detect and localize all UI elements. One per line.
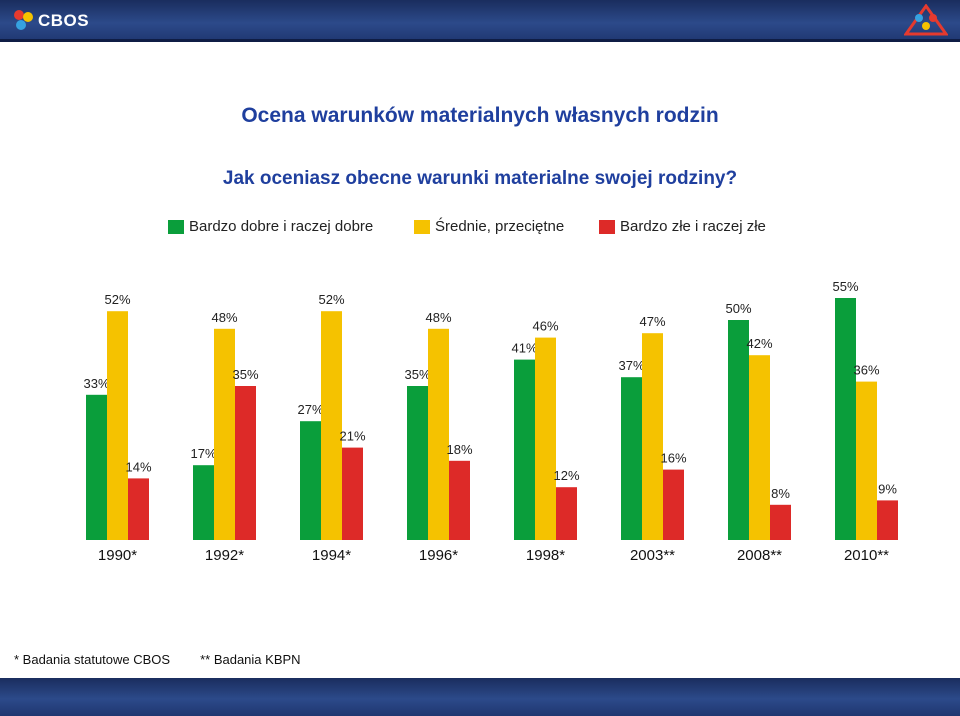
bar-good-1990 xyxy=(86,394,107,540)
bar-average-1992 xyxy=(214,328,235,540)
cbos-logo: CBOS xyxy=(12,5,89,37)
bar-average-2003 xyxy=(642,333,663,540)
data-label-good-2008: 50% xyxy=(725,301,751,316)
data-label-good-1990: 33% xyxy=(83,376,109,391)
data-label-good-1992: 17% xyxy=(190,446,216,461)
bar-average-1998 xyxy=(535,337,556,540)
cbos-logo-icon xyxy=(12,8,34,34)
data-label-bad-2003: 16% xyxy=(660,451,686,466)
data-label-average-1996: 48% xyxy=(425,310,451,325)
bar-good-1994 xyxy=(300,421,321,540)
bar-bad-1996 xyxy=(449,460,470,540)
category-label-1998: 1998* xyxy=(526,547,565,564)
data-label-bad-1996: 18% xyxy=(446,442,472,457)
bar-average-2008 xyxy=(749,355,770,540)
bar-good-1992 xyxy=(193,465,214,540)
footnotes: * Badania statutowe CBOS ** Badania KBPN xyxy=(14,652,301,667)
category-label-2008: 2008** xyxy=(737,547,782,564)
data-label-bad-1994: 21% xyxy=(339,429,365,444)
footer-bar xyxy=(0,678,960,716)
bar-average-1996 xyxy=(428,328,449,540)
bar-bad-1990 xyxy=(128,478,149,540)
bar-bad-2003 xyxy=(663,469,684,540)
footnote-cbos: * Badania statutowe CBOS xyxy=(14,652,171,667)
legend-label-good: Bardzo dobre i raczej dobre xyxy=(189,218,374,235)
data-label-average-1994: 52% xyxy=(318,292,344,307)
bar-chart: 33% 52% 14% 1990* 17% 48% 35% 1992* 27% 52% 21% 199… xyxy=(83,279,898,564)
bar-bad-2010 xyxy=(877,500,898,540)
bar-good-1996 xyxy=(407,386,428,540)
legend-label-average: Średnie, przeciętne xyxy=(435,218,565,235)
data-label-good-1996: 35% xyxy=(404,367,430,382)
data-label-average-1990: 52% xyxy=(104,292,130,307)
bar-good-2008 xyxy=(728,320,749,540)
bar-good-2003 xyxy=(621,377,642,540)
legend-item-good: Bardzo dobre i raczej dobre xyxy=(168,218,373,235)
bar-bad-1994 xyxy=(342,447,363,540)
legend-item-bad: Bardzo złe i raczej złe xyxy=(599,218,766,235)
chart-subtitle: Jak oceniasz obecne warunki materialne s… xyxy=(222,168,738,189)
data-label-bad-2008: 8% xyxy=(771,486,790,501)
data-label-good-1998: 41% xyxy=(511,341,537,356)
bar-good-2010 xyxy=(835,298,856,540)
legend: Bardzo dobre i raczej dobre Średnie, prz… xyxy=(0,218,960,238)
data-label-good-2003: 37% xyxy=(618,358,644,373)
bar-bad-1992 xyxy=(235,386,256,540)
category-label-2003: 2003** xyxy=(630,547,675,564)
footnote-kbpn: ** Badania KBPN xyxy=(200,652,301,667)
chart-title: Ocena warunków materialnych własnych rod… xyxy=(241,104,719,127)
data-label-average-1998: 46% xyxy=(532,319,558,334)
legend-label-bad: Bardzo złe i raczej złe xyxy=(620,218,766,235)
bar-average-2010 xyxy=(856,381,877,540)
data-label-good-2010: 55% xyxy=(832,279,858,294)
bar-good-1998 xyxy=(514,359,535,540)
bar-average-1994 xyxy=(321,311,342,540)
category-label-1996: 1996* xyxy=(419,547,458,564)
legend-swatch-yellow xyxy=(414,219,430,234)
data-label-bad-1992: 35% xyxy=(232,367,258,382)
data-label-bad-2010: 9% xyxy=(878,481,897,496)
data-label-bad-1990: 14% xyxy=(125,459,151,474)
category-label-1994: 1994* xyxy=(312,547,351,564)
legend-swatch-red xyxy=(599,219,615,234)
bar-average-1990 xyxy=(107,311,128,540)
logo-text: CBOS xyxy=(38,11,90,30)
data-label-average-2003: 47% xyxy=(639,314,665,329)
category-label-1992: 1992* xyxy=(205,547,244,564)
data-label-average-2010: 36% xyxy=(853,363,879,378)
emblem-icon xyxy=(904,4,948,36)
data-label-average-2008: 42% xyxy=(746,336,772,351)
legend-swatch-green xyxy=(168,219,184,234)
data-label-average-1992: 48% xyxy=(211,310,237,325)
bar-bad-1998 xyxy=(556,487,577,540)
data-label-good-1994: 27% xyxy=(297,402,323,417)
category-label-2010: 2010** xyxy=(844,547,889,564)
category-label-1990: 1990* xyxy=(98,547,137,564)
bar-bad-2008 xyxy=(770,504,791,540)
header-bar: CBOS xyxy=(0,0,960,42)
legend-item-average: Średnie, przeciętne xyxy=(414,218,564,235)
data-label-bad-1998: 12% xyxy=(553,468,579,483)
